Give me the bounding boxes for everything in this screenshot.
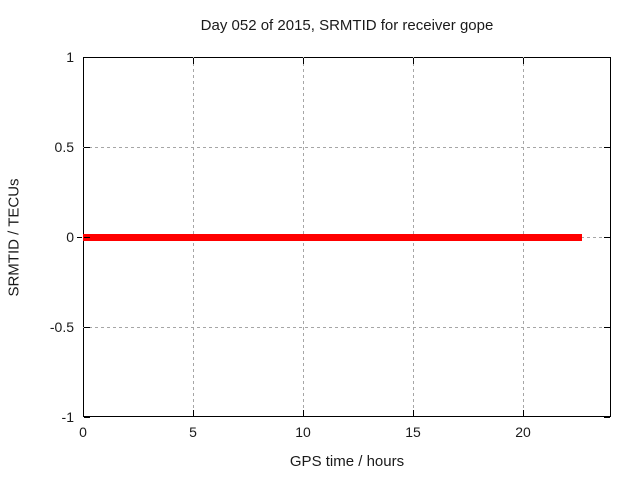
- x-axis-label: GPS time / hours: [289, 453, 405, 470]
- y-tick-label: 1: [66, 49, 74, 65]
- gridline-horizontal: [83, 327, 611, 328]
- y-tick-mark-right: [604, 57, 610, 58]
- x-tick-mark: [413, 410, 414, 416]
- y-tick-mark-right: [604, 147, 610, 148]
- x-tick-label: 15: [405, 424, 421, 440]
- y-zero-outward-tick-mark: [77, 237, 82, 238]
- x-tick-mark-top: [303, 58, 304, 64]
- y-tick-mark-right: [604, 237, 610, 238]
- x-tick-mark-top: [83, 58, 84, 64]
- y-axis-label: SRMTID / TECUs: [5, 178, 23, 297]
- chart-title: Day 052 of 2015, SRMTID for receiver gop…: [200, 17, 494, 34]
- y-tick-mark: [84, 147, 90, 148]
- y-tick-label: 0: [66, 229, 74, 245]
- x-tick-mark: [83, 410, 84, 416]
- y-tick-label: -0.5: [49, 319, 74, 335]
- y-tick-mark: [84, 57, 90, 58]
- y-tick-mark-right: [604, 417, 610, 418]
- x-tick-mark-top: [523, 58, 524, 64]
- x-tick-mark-top: [193, 58, 194, 64]
- x-tick-mark-top: [413, 58, 414, 64]
- x-tick-label: 20: [515, 424, 531, 440]
- x-tick-label: 5: [189, 424, 197, 440]
- x-tick-label: 0: [79, 424, 87, 440]
- y-tick-mark: [84, 417, 90, 418]
- x-tick-label: 10: [295, 424, 311, 440]
- x-tick-mark: [193, 410, 194, 416]
- y-tick-mark: [84, 327, 90, 328]
- x-tick-mark: [523, 410, 524, 416]
- gridline-horizontal: [83, 147, 611, 148]
- x-tick-mark: [303, 410, 304, 416]
- y-tick-mark: [84, 237, 90, 238]
- data-series-srmtid: [83, 234, 582, 241]
- y-tick-label: -1: [61, 409, 74, 425]
- y-tick-mark-right: [604, 327, 610, 328]
- y-tick-label: 0.5: [54, 139, 74, 155]
